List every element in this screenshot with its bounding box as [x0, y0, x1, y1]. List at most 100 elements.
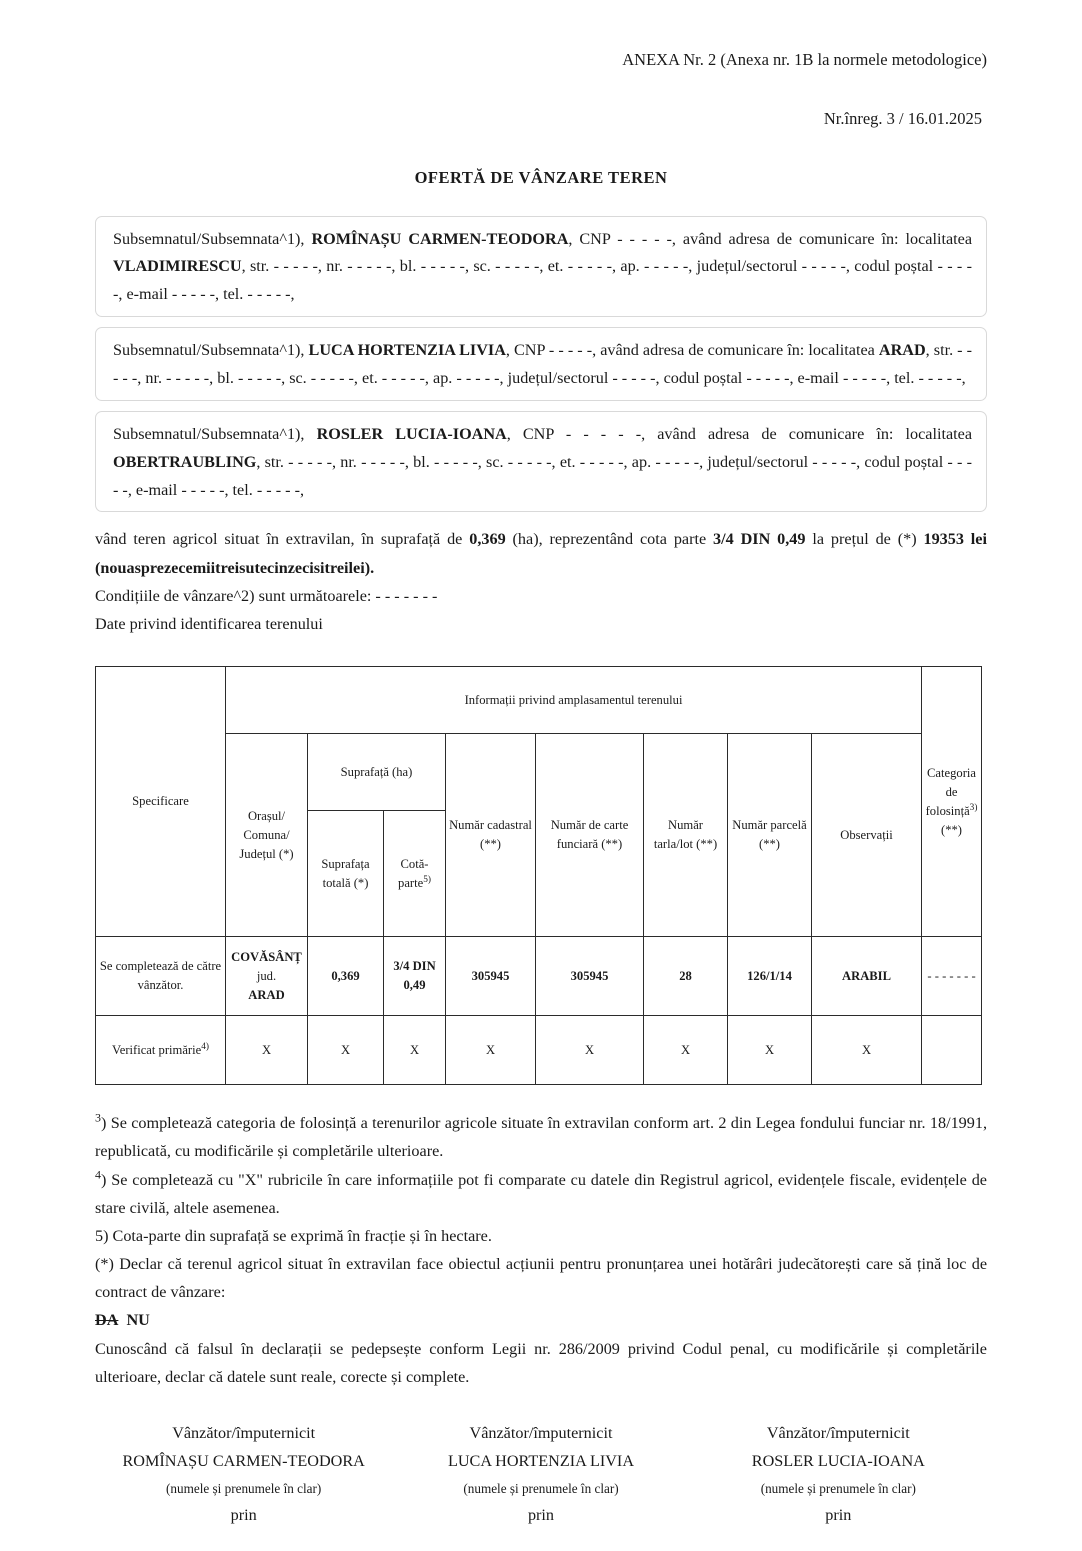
footnote-star: (*) Declar că terenul agricol situat în … — [95, 1255, 987, 1302]
signature-1-role: Vânzător/împuternicit — [172, 1424, 316, 1442]
signature-2-name: LUCA HORTENZIA LIVIA — [447, 1452, 635, 1471]
row-verified-observatii — [921, 1015, 983, 1086]
row-seller-categoria-folosinta: ARABIL — [810, 936, 923, 1017]
party-1-name: ROMÎNAȘU CARMEN-TEODORA — [311, 229, 569, 248]
signature-1-name: ROMÎNAȘU CARMEN-TEODORA — [122, 1452, 365, 1471]
party-3-locality: OBERTRAUBLING — [113, 452, 257, 471]
option-da[interactable]: DA — [95, 1311, 119, 1330]
footnotes: 3) Se completează categoria de folosință… — [95, 1109, 987, 1391]
th-numar-tarla-lot: Număr tarla/lot (**) — [643, 733, 728, 938]
sale-conditions: Condițiile de vânzare^2) sunt următoarel… — [95, 586, 438, 605]
row-seller-judet-text: ARAD — [248, 987, 285, 1002]
sale-price: 19353 lei — [923, 530, 987, 549]
party-2-mid: , CNP - - - - -, având adresa de comunic… — [505, 341, 879, 360]
row-seller-numar-cadastral: 305945 — [445, 936, 536, 1017]
signature-column-3: Vânzător/împuternicit ROSLER LUCIA-IOANA… — [690, 1419, 987, 1531]
row-seller-jud-text: jud. — [256, 968, 277, 983]
th-numar-parcela: Număr parcelă (**) — [727, 733, 812, 938]
party-3-name: ROSLER LUCIA-IOANA — [316, 424, 507, 443]
signature-1-prin: prin — [230, 1505, 257, 1524]
party-box-3: Subsemnatul/Subsemnata^1), ROSLER LUCIA-… — [95, 410, 987, 513]
row-verified-label-text: Verificat primărie — [112, 1042, 202, 1057]
signature-3-role: Vânzător/împuternicit — [766, 1424, 910, 1442]
row-seller-numar-parcela: 126/1/14 — [727, 936, 812, 1017]
party-box-1: Subsemnatul/Subsemnata^1), ROMÎNAȘU CARM… — [95, 215, 987, 318]
row-verified-mark-1: X — [225, 1015, 308, 1086]
row-seller-oras: COVĂSÂNȚ jud. ARAD — [225, 936, 308, 1017]
table-row-verified: Verificat primărie4) X X X X X X X X — [95, 1015, 983, 1086]
th-numar-carte-funciara: Număr de carte funciară (**) — [535, 733, 644, 938]
row-seller-suprafata-totala: 0,369 — [307, 936, 384, 1017]
row-seller-oras-text: COVĂSÂNȚ — [231, 949, 302, 964]
signature-column-2: Vânzător/împuternicit LUCA HORTENZIA LIV… — [392, 1419, 689, 1531]
party-2-tail: , str. - - - - -, nr. - - - - -, bl. - -… — [113, 341, 973, 387]
party-1-mid: , CNP - - - - -, având adresa de comunic… — [568, 229, 973, 248]
sale-terms-paragraph: vând teren agricol situat în extravilan,… — [95, 525, 987, 581]
party-2-locality: ARAD — [878, 341, 926, 360]
th-cota-parte-sup: 5) — [423, 874, 431, 885]
party-2-name: LUCA HORTENZIA LIVIA — [308, 341, 506, 360]
th-amplasament: Informații privind amplasamentul terenul… — [224, 666, 923, 735]
footnote-3-marker: 3 — [95, 1110, 101, 1125]
signature-2-hint: (numele și prenumele în clar) — [463, 1480, 619, 1496]
party-3-mid: , CNP - - - - -, având adresa de comunic… — [506, 424, 973, 443]
th-observatii: Observații — [810, 733, 923, 938]
sale-lead: vând teren agricol situat în extravilan,… — [95, 530, 470, 549]
footnote-3-text: ) Se completează categoria de folosință … — [95, 1114, 987, 1161]
th-categoria-folosinta-sup: 3) — [969, 802, 978, 813]
annex-reference: ANEXA Nr. 2 (Anexa nr. 1B la normele met… — [622, 50, 987, 69]
row-verified-mark-4: X — [445, 1015, 536, 1086]
table-row-seller: Se completează de către vânzător. COVĂSÂ… — [95, 936, 983, 1017]
row-seller-numar-carte-funciara: 305945 — [535, 936, 644, 1017]
row-verified-label-sup: 4) — [201, 1041, 209, 1052]
sale-share: 3/4 DIN 0,49 — [713, 530, 806, 549]
party-1-lead: Subsemnatul/Subsemnata^1), — [113, 229, 312, 248]
land-identification-heading: Date privind identificarea terenului — [95, 614, 323, 633]
sale-paren-open: ( — [95, 558, 101, 577]
registration-number: Nr.înreg. 3 / 16.01.2025 — [823, 108, 982, 128]
footnote-3: 3) Se completează categoria de folosință… — [95, 1109, 987, 1165]
row-seller-observatii: - - - - - - - — [921, 936, 983, 1017]
footnote-4-text: ) Se completează cu "X" rubricile în car… — [95, 1170, 987, 1217]
sale-price-words: nouasprezecemiitreisutecinzecisitreilei — [100, 558, 365, 577]
sale-area: 0,369 — [469, 530, 506, 549]
party-1-locality: VLADIMIRESCU — [113, 257, 242, 276]
option-nu[interactable]: NU — [126, 1311, 150, 1330]
signature-column-1: Vânzător/împuternicit ROMÎNAȘU CARMEN-TE… — [95, 1419, 392, 1531]
party-1-tail: , str. - - - - -, nr. - - - - -, bl. - -… — [113, 257, 972, 304]
row-verified-mark-8: X — [810, 1015, 923, 1086]
th-cota-parte: Cotă-parte5) — [383, 810, 446, 938]
row-verified-label: Verificat primărie4) — [95, 1015, 226, 1086]
th-suprafata-ha: Suprafață (ha) — [307, 733, 446, 812]
footnote-4-marker: 4 — [95, 1167, 101, 1182]
signature-2-role: Vânzător/împuternicit — [469, 1424, 613, 1442]
party-3-tail: , str. - - - - -, nr. - - - - -, bl. - -… — [113, 452, 972, 499]
row-verified-mark-7: X — [727, 1015, 812, 1086]
th-numar-cadastral: Număr cadastral (**) — [445, 733, 536, 938]
th-categoria-folosinta-tail: (**) — [941, 822, 962, 837]
row-seller-numar-tarla-lot: 28 — [643, 936, 728, 1017]
footnote-5: 5) Cota-parte din suprafață se exprimă î… — [95, 1226, 492, 1245]
page-title: OFERTĂ DE VÂNZARE TEREN — [414, 167, 668, 187]
sale-mid-1: (ha), reprezentând cota parte — [505, 530, 714, 549]
row-verified-mark-6: X — [643, 1015, 728, 1086]
signature-2-prin: prin — [527, 1505, 555, 1524]
sale-paren-close: ). — [364, 558, 375, 577]
th-categoria-folosinta-text: Categoria de folosință — [925, 765, 976, 818]
th-cota-parte-text: Cotă-parte — [398, 856, 429, 890]
th-suprafata-totala: Suprafața totală (*) — [307, 810, 384, 938]
th-oras-comuna-judet: Orașul/ Comuna/ Județul (*) — [225, 733, 308, 938]
party-box-2: Subsemnatul/Subsemnata^1), LUCA HORTENZI… — [95, 327, 987, 401]
final-declaration: Cunoscând că falsul în declarații se ped… — [95, 1339, 987, 1386]
row-verified-mark-2: X — [307, 1015, 384, 1086]
party-2-lead: Subsemnatul/Subsemnata^1), — [113, 341, 309, 360]
signature-3-hint: (numele și prenumele în clar) — [760, 1480, 916, 1496]
signature-block: Vânzător/împuternicit ROMÎNAȘU CARMEN-TE… — [95, 1419, 987, 1531]
land-details-table: Specificare Informații privind amplasame… — [95, 666, 983, 1086]
row-seller-cota-parte: 3/4 DIN 0,49 — [383, 936, 446, 1017]
signature-3-prin: prin — [825, 1505, 852, 1524]
signature-1-hint: (numele și prenumele în clar) — [166, 1480, 322, 1496]
party-3-lead: Subsemnatul/Subsemnata^1), — [113, 424, 317, 443]
row-verified-mark-3: X — [383, 1015, 446, 1086]
